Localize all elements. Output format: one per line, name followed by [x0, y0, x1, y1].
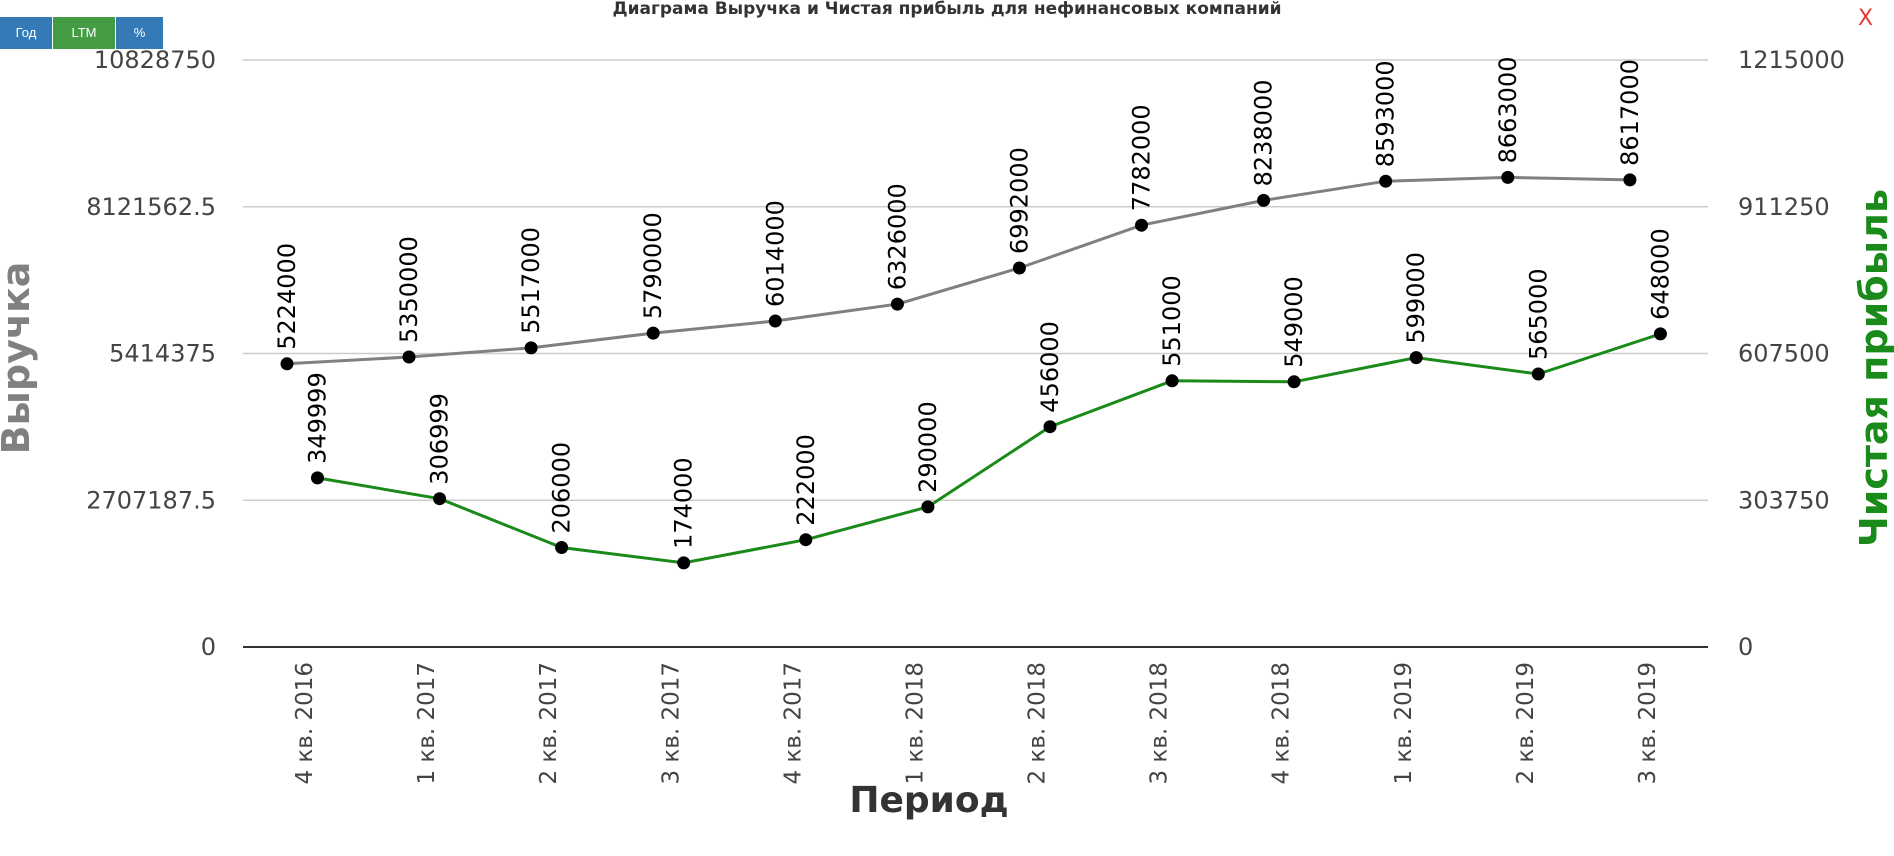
net-profit-point [1409, 351, 1423, 365]
x-axis-tick-label: 3 кв. 2018 [1147, 662, 1173, 785]
left-axis-tick-label: 5414375 [109, 340, 216, 368]
net-profit-data-label: 306999 [426, 393, 454, 485]
net-profit-point [433, 492, 447, 506]
net-profit-point [1287, 375, 1301, 389]
revenue-point [768, 314, 782, 328]
close-icon[interactable]: X [1858, 6, 1874, 31]
left-axis-tick-label: 10828750 [94, 46, 216, 74]
ltm-button[interactable]: LTM [53, 17, 115, 49]
left-axis-tick-label: 0 [201, 633, 216, 661]
x-axis-tick-label: 4 кв. 2016 [292, 662, 318, 785]
revenue-point [646, 326, 660, 340]
net-profit-data-label: 456000 [1036, 321, 1064, 413]
revenue-point [1623, 173, 1637, 187]
percent-button[interactable]: % [116, 17, 163, 49]
year-button[interactable]: Год [0, 17, 52, 49]
revenue-data-label: 5350000 [395, 236, 423, 343]
chart-title: Диаграма Выручка и Чистая прибыль для не… [612, 0, 1282, 19]
right-axis-tick-label: 607500 [1738, 340, 1830, 368]
revenue-data-label: 8663000 [1494, 57, 1522, 164]
net-profit-point [921, 500, 935, 514]
net-profit-data-label: 290000 [914, 401, 942, 493]
x-axis-tick-label: 1 кв. 2019 [1391, 662, 1417, 785]
revenue-line [286, 175, 1630, 366]
x-axis-tick-label: 4 кв. 2018 [1269, 662, 1295, 785]
net-profit-data-label: 349999 [304, 372, 332, 464]
revenue-data-label: 5790000 [639, 212, 667, 319]
left-axis-title: Выручка [0, 262, 38, 455]
net-profit-point [1043, 420, 1057, 434]
revenue-point [890, 297, 904, 311]
revenue-point [1012, 261, 1026, 275]
net-profit-data-label: 565000 [1524, 268, 1552, 360]
net-profit-point [677, 556, 691, 570]
x-axis-title: Период [849, 780, 1008, 821]
net-profit-data-label: 222000 [792, 434, 820, 526]
x-axis-tick-label: 2 кв. 2019 [1513, 662, 1539, 785]
right-axis-tick-label: 0 [1738, 633, 1753, 661]
x-axis-tick-label: 3 кв. 2017 [658, 662, 684, 785]
x-axis-tick-label: 1 кв. 2018 [902, 662, 928, 785]
revenue-data-label: 8238000 [1250, 80, 1278, 187]
revenue-data-label: 8593000 [1372, 60, 1400, 167]
revenue-data-label: 6992000 [1005, 147, 1033, 254]
right-axis-tick-label: 911250 [1738, 193, 1830, 221]
net-profit-point [1653, 327, 1667, 341]
net-profit-line [317, 332, 1661, 565]
net-profit-point [1531, 367, 1545, 381]
net-profit-point [1165, 374, 1179, 388]
revenue-point [1501, 170, 1515, 184]
net-profit-point [311, 471, 324, 485]
revenue-data-label: 6014000 [761, 200, 789, 307]
x-axis-tick-label: 2 кв. 2017 [536, 662, 562, 785]
net-profit-data-label: 206000 [548, 442, 576, 534]
revenue-data-label: 6326000 [883, 183, 911, 290]
net-profit-point [799, 533, 813, 547]
net-profit-data-label: 648000 [1646, 228, 1674, 320]
right-axis-tick-label: 303750 [1738, 486, 1830, 514]
x-axis-tick-label: 4 кв. 2017 [780, 662, 806, 785]
net-profit-data-label: 174000 [670, 457, 698, 549]
net-profit-data-label: 599000 [1402, 252, 1430, 344]
revenue-data-label: 5224000 [273, 243, 301, 350]
right-axis-tick-label: 1215000 [1738, 46, 1845, 74]
net-profit-point [555, 541, 569, 554]
x-axis-tick-label: 2 кв. 2018 [1025, 662, 1051, 785]
left-axis-tick-label: 8121562.5 [86, 193, 216, 221]
net-profit-data-label: 551000 [1158, 275, 1186, 367]
right-axis-title: Чистая прибыль [1852, 189, 1894, 547]
revenue-point [402, 350, 416, 364]
revenue-point [1257, 193, 1271, 207]
left-axis-tick-label: 2707187.5 [86, 486, 216, 514]
revenue-data-label: 5517000 [517, 227, 545, 334]
revenue-point [1135, 218, 1148, 232]
x-axis-tick-label: 1 кв. 2017 [414, 662, 440, 785]
net-profit-data-label: 549000 [1280, 276, 1308, 368]
revenue-data-label: 8617000 [1616, 59, 1644, 166]
x-axis-tick-label: 3 кв. 2019 [1635, 662, 1661, 785]
revenue-point [524, 341, 538, 355]
revenue-data-label: 7782000 [1128, 104, 1156, 211]
revenue-point [1379, 174, 1393, 188]
revenue-point [280, 357, 294, 371]
